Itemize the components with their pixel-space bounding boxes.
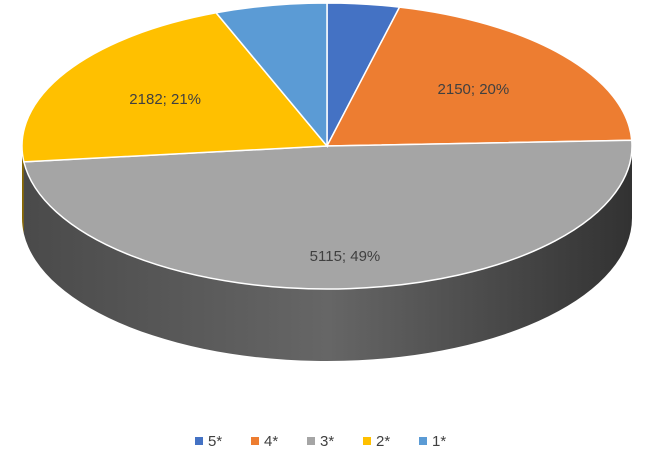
legend-swatch: [251, 437, 259, 445]
pie-slice: [214, 2, 328, 149]
pie-slice: [325, 6, 633, 147]
legend-label: 1*: [432, 433, 446, 450]
data-label: 2150; 20%: [438, 81, 510, 98]
legend-label: 2*: [376, 433, 390, 450]
data-label: 5115; 49%: [310, 248, 381, 265]
legend-swatch: [419, 437, 427, 445]
legend-label: 4*: [264, 433, 278, 450]
legend-label: 5*: [208, 433, 222, 450]
legend-swatch: [195, 437, 203, 445]
data-label: 2182; 21%: [129, 91, 201, 108]
pie-wall: [23, 146, 632, 362]
legend-swatch: [363, 437, 371, 445]
pie-slice: [21, 11, 329, 163]
legend-swatch: [307, 437, 315, 445]
pie-slice: [22, 139, 633, 290]
legend-label: 3*: [320, 433, 334, 450]
pie-wall: [22, 146, 24, 234]
